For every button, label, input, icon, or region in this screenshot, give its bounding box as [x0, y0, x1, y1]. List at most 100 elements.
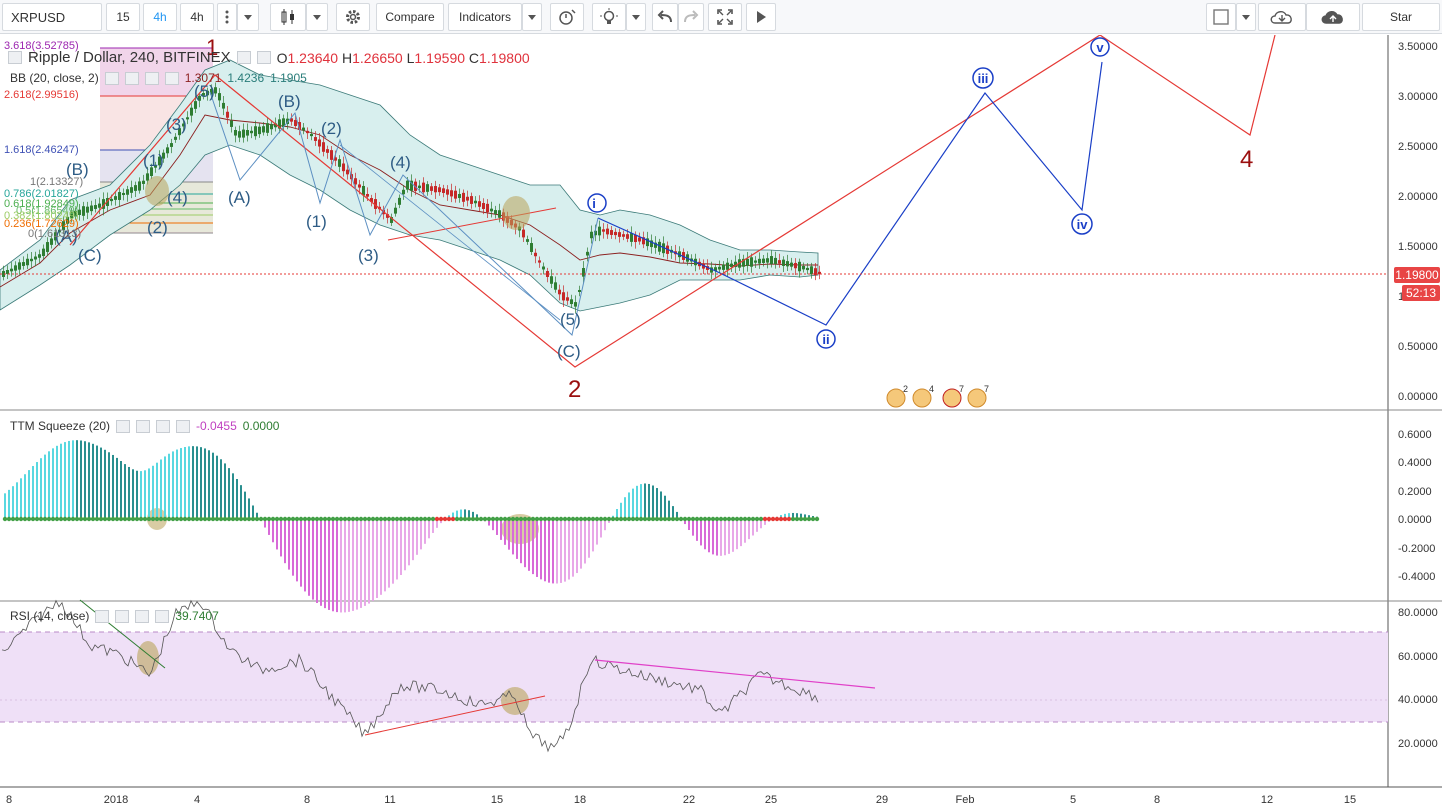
- symbol-search-input[interactable]: XRPUSD: [2, 3, 102, 31]
- ttm-bar: [68, 440, 70, 519]
- candle: [182, 123, 185, 127]
- candle: [406, 180, 409, 190]
- ttm-squeeze-dot: [134, 516, 140, 522]
- candle: [570, 299, 573, 305]
- ttm-squeeze-dot: [442, 516, 448, 522]
- gear-icon[interactable]: [115, 609, 130, 623]
- time-axis-label: 4: [194, 794, 200, 806]
- replay-play-icon[interactable]: [746, 3, 776, 31]
- star-button[interactable]: Star: [1362, 3, 1440, 31]
- rsi-axis-label: 40.0000: [1398, 694, 1438, 706]
- fib-label: 3.618(3.52785): [4, 40, 79, 52]
- event-badges[interactable]: 2 4 7 7: [886, 384, 989, 408]
- chevron-down-icon: [1242, 14, 1250, 20]
- cloud-download-icon[interactable]: [1258, 3, 1306, 31]
- ideas-lightbulb-icon[interactable]: [592, 3, 626, 31]
- interval-15-button[interactable]: 15: [106, 3, 140, 31]
- ttm-bar: [456, 510, 458, 519]
- close-icon[interactable]: [164, 71, 179, 85]
- candle: [294, 119, 297, 127]
- cloud-upload-icon[interactable]: [1306, 3, 1360, 31]
- interval-dropdown-button[interactable]: [237, 3, 259, 31]
- ttm-squeeze-dot: [766, 516, 772, 522]
- candle: [62, 221, 65, 231]
- ttm-bar: [572, 519, 574, 577]
- eye-icon[interactable]: [116, 419, 131, 433]
- indicators-dropdown-button[interactable]: [522, 3, 542, 31]
- ttm-bar: [204, 448, 206, 519]
- interval-4h-button[interactable]: 4h: [180, 3, 214, 31]
- eye-icon[interactable]: [104, 71, 119, 85]
- plus-icon[interactable]: [144, 71, 159, 85]
- eye-icon[interactable]: [95, 609, 110, 623]
- candle: [90, 205, 93, 212]
- ttm-squeeze-dot: [486, 516, 492, 522]
- candle: [14, 265, 17, 271]
- layout-dropdown-button[interactable]: [1236, 3, 1256, 31]
- ttm-bar: [384, 519, 386, 592]
- candle: [642, 237, 645, 245]
- ttm-squeeze-dot: [186, 516, 192, 522]
- gear-icon[interactable]: [136, 419, 151, 433]
- ttm-squeeze-dot: [194, 516, 200, 522]
- ttm-squeeze-dot: [386, 516, 392, 522]
- ideas-dropdown-button[interactable]: [626, 3, 646, 31]
- ttm-bar: [100, 447, 102, 519]
- interval-4h-active-button[interactable]: 4h: [143, 3, 177, 31]
- ttm-bar: [552, 519, 554, 584]
- ttm-bar: [240, 485, 242, 519]
- redo-icon[interactable]: [678, 3, 704, 31]
- collapse-legend-icon[interactable]: [8, 51, 22, 64]
- ttm-bar: [424, 519, 426, 544]
- ttm-squeeze-value: 0.0000: [242, 419, 280, 433]
- ttm-squeeze-dot: [574, 516, 580, 522]
- ttm-squeeze-dot: [458, 516, 464, 522]
- candle: [234, 129, 237, 136]
- ttm-bar: [248, 498, 250, 519]
- chart-type-candles-icon[interactable]: [270, 3, 306, 31]
- ttm-squeeze-dot: [790, 516, 796, 522]
- candle: [106, 198, 109, 206]
- candle: [646, 238, 649, 247]
- plus-icon[interactable]: [156, 419, 171, 433]
- close-icon[interactable]: [155, 609, 170, 623]
- candle: [242, 129, 245, 138]
- ttm-squeeze-dot: [302, 516, 308, 522]
- plus-icon[interactable]: [135, 609, 150, 623]
- fullscreen-icon[interactable]: [708, 3, 742, 31]
- undo-icon[interactable]: [652, 3, 678, 31]
- ttm-squeeze-dot: [410, 516, 416, 522]
- indicators-button[interactable]: Indicators: [448, 3, 522, 31]
- ttm-axis-label: 0.0000: [1398, 514, 1432, 526]
- layout-square-icon[interactable]: [1206, 3, 1236, 31]
- ttm-bar: [344, 519, 346, 613]
- wave-label-p4: (4): [167, 188, 188, 207]
- gear-icon[interactable]: [124, 71, 139, 85]
- ttm-squeeze-dot: [82, 516, 88, 522]
- wave-label-p3-2: (3): [358, 246, 379, 265]
- chart-area[interactable]: 1 2 4 i ii iii iv v (5) (3) (1) (4) (2) …: [0, 35, 1442, 811]
- close-icon[interactable]: [176, 419, 191, 433]
- gear-icon[interactable]: [256, 51, 271, 64]
- more-intervals-icon[interactable]: [217, 3, 237, 31]
- eye-icon[interactable]: [236, 51, 251, 64]
- wave-red-line: [69, 35, 1276, 368]
- chart-type-dropdown-button[interactable]: [306, 3, 328, 31]
- ttm-squeeze-dot: [354, 516, 360, 522]
- rsi-trendline-red: [364, 695, 546, 736]
- ttm-bar: [316, 519, 318, 603]
- candle: [374, 199, 377, 209]
- ttm-squeeze-dot: [794, 516, 800, 522]
- o-label: O: [276, 49, 288, 66]
- candle: [10, 268, 13, 272]
- chart-canvas[interactable]: 1 2 4 i ii iii iv v (5) (3) (1) (4) (2) …: [0, 35, 1442, 811]
- ttm-bar: [172, 451, 174, 519]
- ttm-squeeze-dot: [2, 516, 8, 522]
- compare-button[interactable]: Compare: [376, 3, 444, 31]
- ttm-bar: [636, 485, 638, 519]
- ttm-bar: [64, 442, 66, 519]
- candle: [246, 130, 249, 136]
- candle: [614, 231, 617, 236]
- alert-clock-icon[interactable]: [550, 3, 584, 31]
- settings-gear-icon[interactable]: [336, 3, 370, 31]
